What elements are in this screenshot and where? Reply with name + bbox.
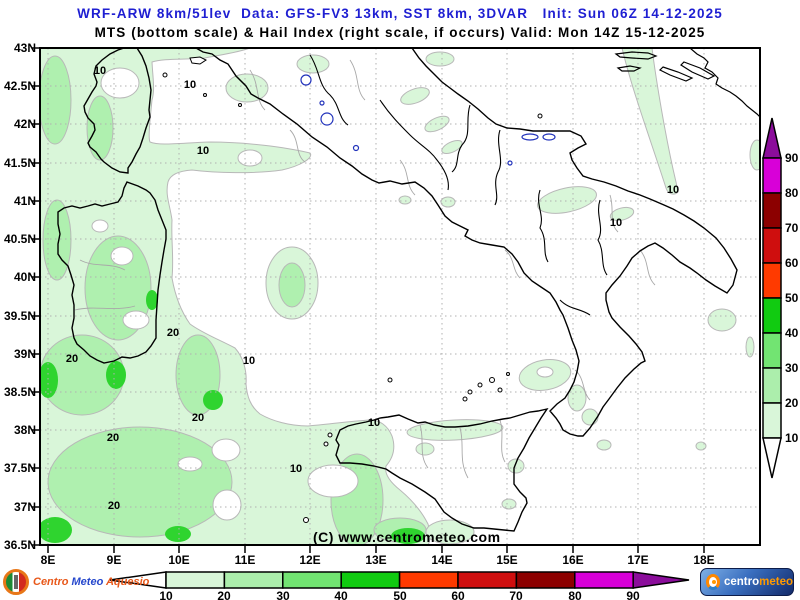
lon-label: 12E [299,553,320,567]
lat-label: 41N [14,194,36,208]
colorbar-right-under-arrow [762,437,782,479]
colorbar-bottom-over-arrow [632,571,690,589]
colorbar-right: 90 80 70 60 50 40 30 20 10 [762,117,799,479]
lat-label: 39N [14,347,36,361]
lakes [300,74,556,166]
valid-title: MTS (bottom scale) & Hail Index (right s… [94,25,706,40]
colorbar-bottom: 10 20 30 40 50 60 70 80 90 [109,571,690,600]
lat-label: 37.5N [4,461,36,475]
lat-label: 38.5N [4,385,36,399]
logo-right-word1: centro [723,576,760,588]
lat-label: 37N [14,500,36,514]
colorbar-bottom-label: 70 [509,589,523,600]
lon-label: 16E [562,553,583,567]
lat-label: 40.5N [4,232,36,246]
adriatic-streak [621,48,679,195]
contour-label: 10 [610,217,622,229]
province-borders [74,59,656,479]
lat-label: 40N [14,270,36,284]
colorbar-right-label: 30 [785,361,799,375]
colorbar-right-label: 90 [785,151,799,165]
lon-label: 8E [41,553,56,567]
colorbar-right-label: 60 [785,256,799,270]
colorbar-right-label: 70 [785,221,799,235]
coastline-italy [195,48,738,437]
lon-label: 10E [168,553,189,567]
mts-area-20 [40,55,427,545]
colorbar-bottom-label: 90 [626,589,640,600]
colorbar-right-label: 80 [785,186,799,200]
logo-left-word2: Meteo [71,576,104,588]
contour-label: 20 [108,500,120,512]
contour-label: 10 [290,463,302,475]
lon-label: 15E [496,553,517,567]
lat-label: 36.5N [4,538,36,552]
colorbar-right-label: 40 [785,326,799,340]
coastline-sardinia [57,181,167,364]
colorbar-bottom-label: 20 [217,589,231,600]
model-title: WRF-ARW 8km/51lev Data: GFS-FV3 13km, SS… [77,6,723,21]
contour-label: 20 [107,432,119,444]
aquesio-logo-icon [3,569,29,595]
lon-label: 14E [431,553,452,567]
lon-label: 9E [107,553,122,567]
lon-label: 17E [627,553,648,567]
coastline-corsica [83,48,152,174]
lat-label: 42N [14,117,36,131]
shading-layer [40,48,760,545]
region-borders [309,54,608,316]
contour-label: 10 [243,355,255,367]
axis-ticks [32,47,705,553]
coastlines [57,48,760,532]
logo-left-word3: Aquesio [105,576,150,588]
centrometeo-logo-icon [706,574,720,590]
lat-label: 42.5N [4,79,36,93]
contour-label: 10 [368,417,380,429]
colorbar-bottom-label: 80 [568,589,582,600]
sub-10-holes [91,67,554,521]
colorbar-right-over-arrow [762,117,782,159]
contour-label: 20 [167,327,179,339]
lat-label: 43N [14,41,36,55]
logo-left-word1: Centro [33,576,69,588]
contour-label: 20 [66,353,78,365]
colorbar-bottom-label: 50 [393,589,407,600]
colorbar-bottom-label: 40 [334,589,348,600]
lon-label: 13E [365,553,386,567]
colorbar-right-label: 20 [785,396,799,410]
colorbar-right-label: 10 [785,431,799,445]
lat-label: 38N [14,423,36,437]
lon-label: 11E [235,553,256,567]
centro-meteo-aquesio-logo: Centro Meteo Aquesio [3,569,149,595]
lon-label: 18E [693,553,714,567]
contour-label: 10 [94,65,106,77]
small-islands [162,56,543,523]
lat-label: 41.5N [4,156,36,170]
contour-label: 10 [197,145,209,157]
lat-label: 39.5N [4,309,36,323]
coastline-sicily [335,407,549,532]
contour-label: 10 [667,184,679,196]
map-frame [39,47,761,546]
logo-right-word2: meteo [759,576,793,588]
coastline-croatia [614,48,760,118]
centrometeo-logo: centrometeo [700,568,794,596]
lon-axis: 8E 9E 10E 11E 12E 13E 14E 15E 16E 17E 18… [41,553,715,567]
colorbar-right-label: 50 [785,291,799,305]
colorbar-bottom-label: 60 [451,589,465,600]
contour-label: 10 [184,79,196,91]
watermark: (C) www.centrometeo.com [313,529,501,545]
lat-axis: 43N 42.5N 42N 41.5N 41N 40.5N 40N 39.5N … [4,41,36,552]
contour-labels: 10 10 10 10 10 10 10 10 20 20 20 20 20 [66,65,679,512]
mts-area-10 [40,48,431,545]
colorbar-bottom-label: 30 [276,589,290,600]
contour-label: 20 [192,412,204,424]
colorbar-bottom-label: 10 [159,589,173,600]
